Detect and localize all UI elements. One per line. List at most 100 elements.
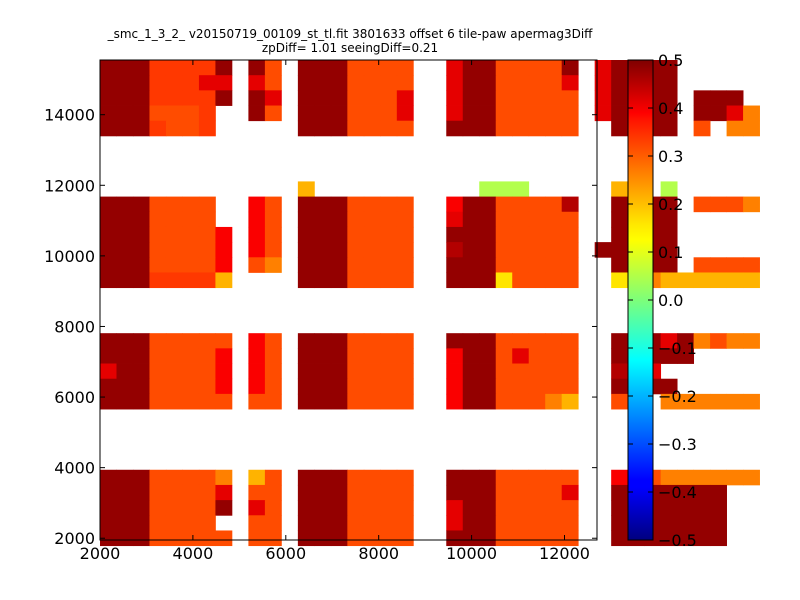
heatmap-cell <box>380 333 398 349</box>
y-tick-label: 14000 <box>44 106 95 125</box>
heatmap-cell <box>264 378 282 395</box>
heatmap-cell <box>594 60 612 76</box>
heatmap-cell <box>215 363 233 380</box>
heatmap-cell <box>396 333 414 349</box>
heatmap-cell <box>100 120 117 137</box>
heatmap-cell <box>297 515 315 531</box>
heatmap-cell <box>446 515 464 531</box>
heatmap-cell <box>132 348 150 364</box>
heatmap-cell <box>710 272 727 289</box>
heatmap-cell <box>660 515 678 531</box>
heatmap-cell <box>297 500 315 516</box>
heatmap-cell <box>660 90 678 106</box>
heatmap-cell <box>182 393 200 410</box>
heatmap-cell <box>363 363 381 380</box>
heatmap-cell <box>611 469 629 486</box>
heatmap-cell <box>380 120 398 137</box>
heatmap-cell <box>198 120 216 137</box>
heatmap-cell <box>396 530 414 547</box>
heatmap-cell <box>380 530 398 547</box>
heatmap-cell <box>297 257 315 273</box>
heatmap-cell <box>347 530 365 547</box>
heatmap-cell <box>743 196 760 213</box>
heatmap-cell <box>198 226 216 243</box>
heatmap-cell <box>479 196 497 213</box>
colorbar-tick-label: 0.4 <box>658 99 683 118</box>
heatmap-cell <box>248 226 266 243</box>
heatmap-cell <box>363 469 381 486</box>
heatmap-cell <box>545 469 563 486</box>
heatmap-cell <box>363 515 381 531</box>
heatmap-cell <box>314 333 332 349</box>
heatmap-cell <box>347 500 365 516</box>
heatmap-cell <box>330 242 348 258</box>
heatmap-cell <box>198 333 216 349</box>
heatmap-cell <box>710 530 727 547</box>
heatmap-cell <box>462 242 480 258</box>
heatmap-cell <box>182 257 200 273</box>
heatmap-cell <box>248 515 266 531</box>
heatmap-cell <box>132 333 150 349</box>
heatmap-cell <box>116 363 134 380</box>
heatmap-cell <box>165 378 183 395</box>
heatmap-cell <box>660 105 678 122</box>
heatmap-cell <box>446 60 464 76</box>
heatmap-cell <box>495 393 513 410</box>
heatmap-cell <box>512 181 530 197</box>
heatmap-cell <box>462 75 480 91</box>
heatmap-cell <box>528 272 546 289</box>
heatmap-cell <box>149 60 167 76</box>
heatmap-cell <box>512 60 530 76</box>
heatmap-cell <box>396 272 414 289</box>
heatmap-cell <box>528 60 546 76</box>
heatmap-cell <box>182 211 200 228</box>
heatmap-cell <box>182 348 200 364</box>
heatmap-cell <box>264 90 282 106</box>
heatmap-cell <box>495 242 513 258</box>
heatmap-cell <box>462 257 480 273</box>
heatmap-cell <box>314 105 332 122</box>
heatmap-cell <box>248 500 266 516</box>
heatmap-cell <box>297 90 315 106</box>
heatmap-cell <box>380 105 398 122</box>
heatmap-cell <box>446 105 464 122</box>
heatmap-cell <box>479 272 497 289</box>
heatmap-cell <box>495 363 513 380</box>
heatmap-cell <box>446 211 464 228</box>
heatmap-cell <box>330 363 348 380</box>
heatmap-cell <box>116 196 134 213</box>
heatmap-cell <box>545 272 563 289</box>
heatmap-cell <box>561 363 579 380</box>
heatmap-cell <box>660 348 678 364</box>
heatmap-cell <box>611 60 629 76</box>
heatmap-cell <box>512 484 530 501</box>
heatmap-cell <box>347 196 365 213</box>
heatmap-cell <box>347 75 365 91</box>
heatmap-cell <box>116 257 134 273</box>
heatmap-cell <box>314 530 332 547</box>
heatmap-cell <box>165 500 183 516</box>
heatmap-cell <box>132 272 150 289</box>
heatmap-cell <box>182 105 200 122</box>
heatmap-cell <box>198 272 216 289</box>
heatmap-cell <box>330 333 348 349</box>
heatmap-cell <box>165 196 183 213</box>
heatmap-cell <box>380 272 398 289</box>
heatmap-cell <box>314 363 332 380</box>
heatmap-cell <box>528 242 546 258</box>
chart-title-line-1: _smc_1_3_2_ v20150719_00109_st_tl.fit 38… <box>107 27 594 41</box>
heatmap-cell <box>182 363 200 380</box>
heatmap-cell <box>545 75 563 91</box>
heatmap-cell <box>149 242 167 258</box>
heatmap-cell <box>611 363 629 380</box>
heatmap-cell <box>446 333 464 349</box>
heatmap-cell <box>198 60 216 76</box>
heatmap-cell <box>149 469 167 486</box>
heatmap-cell <box>545 333 563 349</box>
heatmap-cell <box>545 530 563 547</box>
heatmap-cell <box>314 120 332 137</box>
heatmap-cell <box>743 393 760 410</box>
heatmap-cell <box>561 530 579 547</box>
heatmap-cell <box>363 257 381 273</box>
heatmap-cell <box>380 196 398 213</box>
